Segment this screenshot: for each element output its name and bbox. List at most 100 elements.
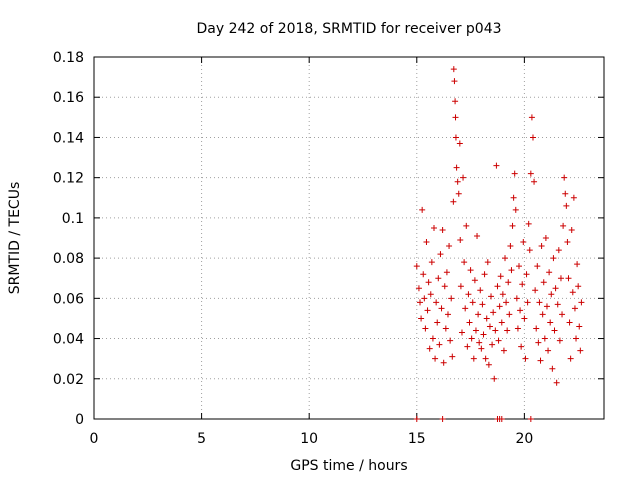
- data-point: [476, 339, 483, 346]
- data-point: [483, 315, 490, 322]
- data-point: [463, 222, 470, 229]
- data-point: [518, 343, 525, 350]
- data-point: [520, 239, 527, 246]
- x-tick-label: 0: [90, 431, 99, 447]
- y-tick-label: 0.04: [53, 332, 84, 348]
- data-point: [462, 305, 469, 312]
- data-point: [550, 255, 557, 262]
- data-point: [441, 283, 448, 290]
- data-point: [427, 291, 434, 298]
- grid-lines: [94, 57, 604, 419]
- data-point: [484, 259, 491, 266]
- data-point: [423, 239, 430, 246]
- data-point: [534, 263, 541, 270]
- chart-title: Day 242 of 2018, SRMTID for receiver p04…: [196, 21, 501, 37]
- data-point: [425, 279, 432, 286]
- data-point: [542, 235, 549, 241]
- data-point: [511, 170, 518, 177]
- data-point: [569, 289, 576, 296]
- data-point: [440, 359, 447, 366]
- data-point: [513, 295, 520, 302]
- data-point: [500, 347, 507, 354]
- data-point: [562, 190, 569, 197]
- data-point: [517, 307, 524, 314]
- y-tick-label: 0.08: [53, 251, 84, 267]
- data-point: [528, 114, 535, 121]
- data-point: [452, 114, 459, 121]
- axis-ticks: 0 0.02 0.04 0.06 0.08 0.1 0.12 0.14 0.16 0.18 0 5 10…: [53, 50, 604, 447]
- data-point: [413, 416, 420, 422]
- data-point: [455, 190, 462, 197]
- y-tick-label: 0.06: [53, 291, 84, 307]
- y-tick-label: 0.14: [53, 130, 84, 146]
- data-point: [532, 287, 539, 294]
- data-point: [418, 315, 425, 322]
- data-point: [477, 287, 484, 294]
- data-point: [506, 311, 513, 318]
- data-point: [439, 416, 446, 422]
- data-point: [434, 319, 441, 326]
- x-tick-label: 5: [197, 431, 206, 447]
- data-point: [444, 311, 451, 318]
- y-tick-label: 0.1: [62, 211, 84, 227]
- y-tick-label: 0.16: [53, 90, 84, 106]
- data-point: [549, 365, 556, 372]
- data-point: [491, 375, 498, 382]
- data-point: [526, 247, 533, 254]
- data-point: [449, 353, 456, 360]
- data-point: [540, 279, 547, 286]
- data-point: [575, 283, 582, 290]
- data-point: [446, 243, 453, 250]
- data-point: [510, 194, 517, 201]
- data-point: [524, 299, 531, 306]
- data-point: [419, 206, 426, 213]
- data-point: [435, 275, 442, 282]
- data-point: [559, 311, 566, 318]
- data-point: [482, 355, 489, 362]
- data-point: [456, 140, 463, 147]
- data-point: [472, 327, 479, 334]
- data-point: [514, 325, 521, 332]
- x-tick-label: 10: [300, 431, 318, 447]
- data-point: [470, 355, 477, 362]
- data-point: [474, 232, 481, 239]
- data-point: [461, 259, 468, 266]
- data-point: [468, 335, 475, 342]
- data-point: [561, 174, 568, 181]
- data-point: [525, 220, 532, 227]
- y-tick-label: 0.02: [53, 372, 84, 388]
- data-point: [521, 315, 528, 322]
- data-point: [509, 222, 516, 229]
- data-point: [508, 267, 515, 274]
- data-point: [522, 355, 529, 362]
- data-point: [464, 343, 471, 350]
- data-point: [457, 237, 464, 244]
- data-point: [485, 361, 492, 368]
- data-point: [453, 164, 460, 171]
- data-point: [536, 299, 543, 306]
- data-point: [475, 311, 482, 318]
- data-point: [539, 311, 546, 318]
- data-point: [413, 263, 420, 270]
- y-tick-label: 0.12: [53, 171, 84, 187]
- data-point: [431, 224, 437, 231]
- data-point: [457, 283, 464, 290]
- data-point: [481, 271, 488, 278]
- data-point: [565, 275, 572, 282]
- data-point: [452, 134, 459, 141]
- data-point: [439, 226, 446, 233]
- data-point: [415, 285, 422, 292]
- data-point: [566, 319, 573, 326]
- data-point: [426, 345, 433, 352]
- data-point: [553, 379, 560, 386]
- data-point: [546, 269, 553, 276]
- data-point: [432, 355, 439, 362]
- data-point: [450, 198, 457, 205]
- data-point: [480, 331, 487, 338]
- data-point: [548, 291, 555, 298]
- data-point: [512, 206, 519, 213]
- data-point: [555, 247, 562, 254]
- data-point: [574, 261, 581, 268]
- data-point: [531, 178, 538, 185]
